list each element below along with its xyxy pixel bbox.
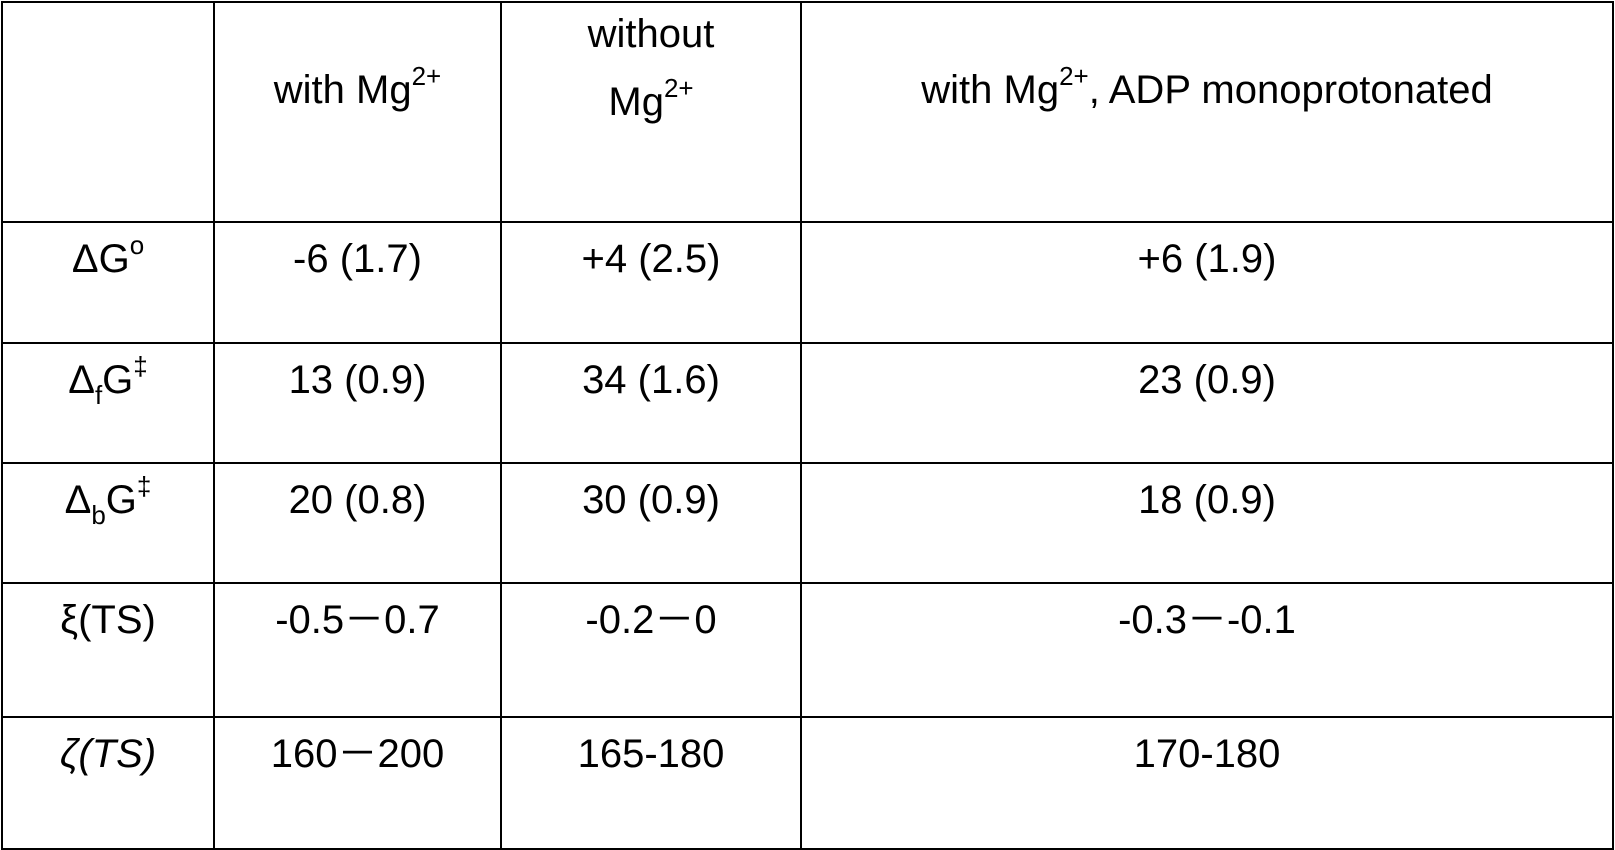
cell-dbg-with-mg: 20 (0.8) <box>213 462 502 584</box>
header-adp-mono-rest: , ADP monoprotonated <box>1088 68 1493 112</box>
header-with-mg-text: with Mg <box>273 68 412 112</box>
cell-xi-without-mg: -0.2－0 <box>500 582 802 718</box>
table-row: ξ(TS) -0.5－0.7 -0.2－0 -0.3－-0.1 <box>1 582 1614 718</box>
cell-dg-adp-mono: +6 (1.9) <box>800 221 1614 344</box>
cell-dbg-without-mg: 30 (0.9) <box>500 462 802 584</box>
cell-dbg-adp-mono: 18 (0.9) <box>800 462 1614 584</box>
cell-zeta-without-mg: 165-180 <box>500 716 802 850</box>
header-with-mg: with Mg2+ <box>213 1 502 223</box>
row-label-dfg: ΔfG‡ <box>1 342 215 464</box>
cell-dfg-adp-mono: 23 (0.9) <box>800 342 1614 464</box>
header-without-mg: without Mg2+ <box>500 1 802 223</box>
row-label-dbg: ΔbG‡ <box>1 462 215 584</box>
dbg-label-sub: b <box>91 500 106 530</box>
row-label-zeta: ζ(TS) <box>1 716 215 850</box>
dg-label-sup: o <box>129 229 145 260</box>
cell-dfg-with-mg: 13 (0.9) <box>213 342 502 464</box>
dfg-label-sub: f <box>94 380 103 410</box>
cell-zeta-adp-mono: 170-180 <box>800 716 1614 850</box>
header-with-mg-charge: 2+ <box>411 60 442 91</box>
dbg-label-delta: Δ <box>64 478 92 522</box>
header-without-mg-charge: 2+ <box>663 72 694 103</box>
table-row: ζ(TS) 160－200 165-180 170-180 <box>1 716 1614 850</box>
header-without-mg-line2: Mg <box>608 80 664 124</box>
header-without-mg-line1: without <box>587 12 715 56</box>
header-adp-mono-charge: 2+ <box>1059 60 1089 91</box>
dfg-label-sup: ‡ <box>133 350 148 381</box>
row-label-xi: ξ(TS) <box>1 582 215 718</box>
cell-zeta-with-mg: 160－200 <box>213 716 502 850</box>
row-label-dg: ΔGo <box>1 221 215 344</box>
cell-dfg-without-mg: 34 (1.6) <box>500 342 802 464</box>
dg-label-text: ΔG <box>71 237 130 281</box>
header-with-mg-adp-mono: with Mg2+, ADP monoprotonated <box>800 1 1614 223</box>
cell-xi-with-mg: -0.5－0.7 <box>213 582 502 718</box>
table-header-row: with Mg2+ without Mg2+ with Mg2+, ADP mo… <box>1 1 1614 223</box>
table-row: ΔGo -6 (1.7) +4 (2.5) +6 (1.9) <box>1 221 1614 344</box>
dfg-label-delta: Δ <box>68 358 95 402</box>
header-empty-cell <box>1 1 215 223</box>
table-row: ΔbG‡ 20 (0.8) 30 (0.9) 18 (0.9) <box>1 462 1614 584</box>
cell-dg-without-mg: +4 (2.5) <box>500 221 802 344</box>
cell-dg-with-mg: -6 (1.7) <box>213 221 502 344</box>
dbg-label-sup: ‡ <box>136 470 152 501</box>
dbg-label-g: G <box>105 478 137 522</box>
dfg-label-g: G <box>102 358 134 402</box>
cell-xi-adp-mono: -0.3－-0.1 <box>800 582 1614 718</box>
header-adp-mono-text: with Mg <box>921 68 1060 112</box>
table-row: ΔfG‡ 13 (0.9) 34 (1.6) 23 (0.9) <box>1 342 1614 464</box>
